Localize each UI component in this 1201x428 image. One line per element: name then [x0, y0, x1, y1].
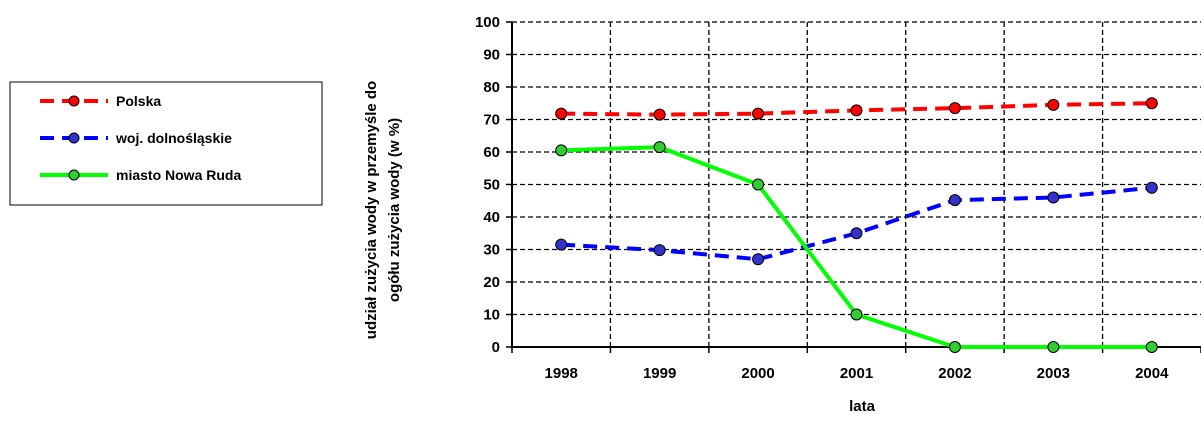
series-0-point [948, 102, 961, 115]
x-axis-title: lata [849, 398, 876, 415]
y-tick-label: 100 [475, 14, 500, 31]
legend-label-1: woj. dolnośląskie [115, 130, 232, 146]
series-1-point [850, 227, 863, 240]
series-line-1 [561, 185, 1152, 262]
x-tick-label: 2001 [840, 365, 873, 382]
series-0-point [1047, 98, 1060, 111]
series-0-point [1145, 97, 1158, 110]
y-tick-label: 30 [483, 242, 500, 259]
series-0-point [555, 107, 568, 120]
x-tick-label: 2000 [741, 365, 774, 382]
y-tick-label: 70 [483, 112, 500, 129]
series-2-point [948, 341, 961, 353]
y-tick-label: 20 [483, 274, 500, 291]
x-tick-label: 1999 [643, 365, 676, 382]
series-2-point [555, 144, 568, 157]
legend-label-0: Polska [116, 93, 161, 109]
series-group [555, 97, 1158, 353]
x-tick-label: 2004 [1135, 365, 1169, 382]
x-tick-label: 1998 [545, 365, 578, 382]
series-1-point [1145, 181, 1158, 194]
y-tick-label: 40 [483, 209, 500, 226]
y-axis-title-line-1: udział zużycia wody w przemyśle do [363, 81, 380, 339]
series-1-point [948, 194, 961, 207]
x-tick-label: 2003 [1037, 365, 1070, 382]
x-tick-label: 2002 [938, 365, 971, 382]
series-1-point [555, 238, 568, 251]
y-tick-label: 60 [483, 144, 500, 161]
y-axis-title-line-2: ogółu zużycia wody (w %) [386, 118, 403, 302]
y-tick-label: 0 [492, 339, 500, 356]
y-tick-label: 80 [483, 79, 500, 96]
series-2-point [653, 141, 666, 154]
series-1-point [1047, 191, 1060, 204]
series-0-point [752, 107, 765, 120]
series-0-point [850, 104, 863, 117]
legend-marker-2 [68, 169, 80, 181]
y-tick-labels: 0 10 20 30 40 50 60 70 80 90 100 [475, 14, 500, 356]
y-tick-label: 10 [483, 307, 500, 324]
x-tick-labels: 1998 1999 2000 2001 2002 2003 2004 [545, 365, 1170, 382]
legend-marker-0 [68, 95, 80, 107]
series-2-point [850, 308, 863, 321]
series-2-point [1145, 341, 1158, 353]
legend-marker-1 [68, 132, 80, 144]
legend: Polska woj. dolnośląskie miasto Nowa Ruda [40, 93, 241, 183]
y-tick-label: 50 [483, 177, 500, 194]
series-0-point [653, 108, 666, 121]
y-tick-label: 90 [483, 47, 500, 64]
legend-label-2: miasto Nowa Ruda [116, 167, 241, 183]
series-1-point [752, 253, 765, 266]
series-2-point [1047, 341, 1060, 353]
gridlines [512, 21, 1201, 347]
series-1-point [653, 244, 666, 257]
series-2-point [752, 178, 765, 191]
